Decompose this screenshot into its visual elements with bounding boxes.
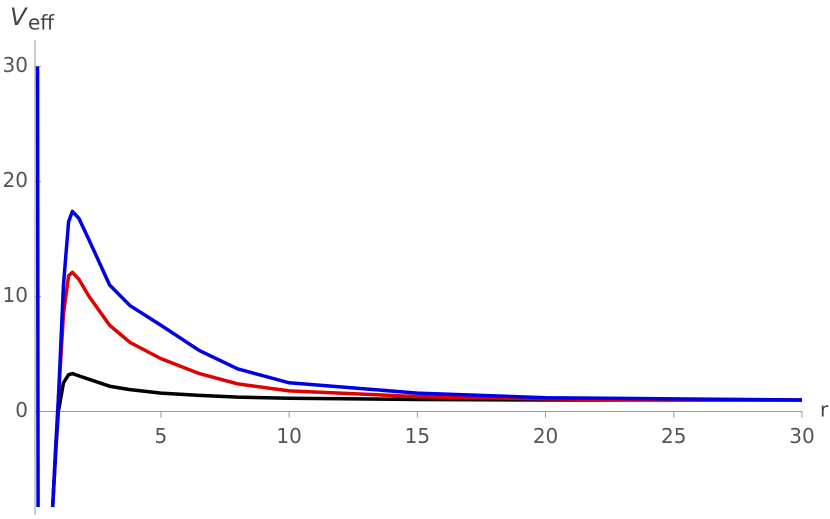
series-line [50, 371, 802, 508]
series-line [35, 66, 803, 508]
x-tick-label: 10 [276, 424, 301, 448]
x-tick-label: 25 [661, 424, 686, 448]
y-axis-label: V [10, 3, 28, 31]
y-tick-label: 10 [3, 283, 28, 307]
x-tick-label: 30 [789, 424, 814, 448]
y-axis-label-sub: eff [28, 11, 55, 35]
x-tick-label: 15 [405, 424, 430, 448]
y-tick-label: 20 [3, 168, 28, 192]
series-line [50, 270, 802, 508]
x-tick-label: 5 [155, 424, 168, 448]
x-axis-label: r [820, 398, 829, 422]
y-tick-label: 0 [15, 398, 28, 422]
x-tick-label: 20 [533, 424, 558, 448]
y-tick-label: 30 [3, 53, 28, 77]
